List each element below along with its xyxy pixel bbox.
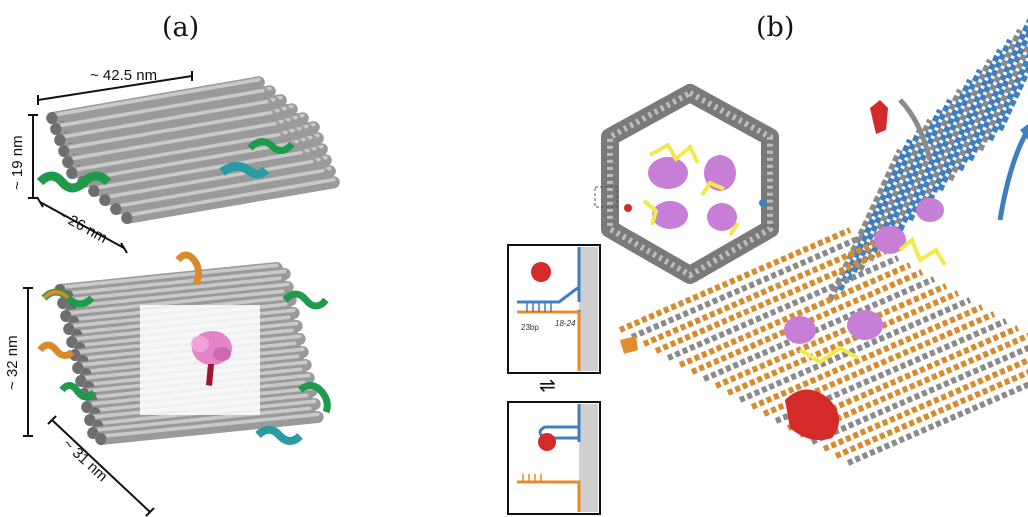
dimension-length-top: ~ 42.5 nm — [90, 67, 157, 84]
cargo-dot-top — [531, 262, 551, 282]
cargo-linker — [206, 364, 214, 386]
zoom-box — [594, 186, 618, 208]
cargo-dot-bottom — [538, 433, 556, 451]
origami-open-structure: ~ 32 nm ~ 31 nm — [4, 251, 331, 517]
inset-label-range: 18-24 — [555, 319, 576, 328]
origami-closed-structure: ~ 42.5 nm ~ 19 nm ~ 26 nm — [9, 67, 340, 254]
inset-label-bp: 23bp — [521, 323, 539, 332]
dimension-height-top: ~ 19 nm — [9, 135, 26, 190]
equilibrium-arrows: ⇌ — [539, 373, 556, 397]
helix-bundle-bottom — [37, 251, 331, 445]
opened-origami-sheets — [618, 18, 1028, 466]
panel-label-b: (b) — [756, 12, 795, 43]
dimension-height-bottom: ~ 32 nm — [4, 335, 21, 390]
inset-schematic: 23bp 18-24 ⇌ — [507, 244, 601, 515]
red-marker-bottom — [785, 389, 840, 441]
panel-label-a: (a) — [162, 12, 200, 43]
hexagonal-cross-section — [594, 84, 779, 284]
orange-sheet — [618, 227, 1028, 466]
red-marker-top — [870, 100, 888, 134]
helix-bundle-top — [36, 76, 340, 224]
